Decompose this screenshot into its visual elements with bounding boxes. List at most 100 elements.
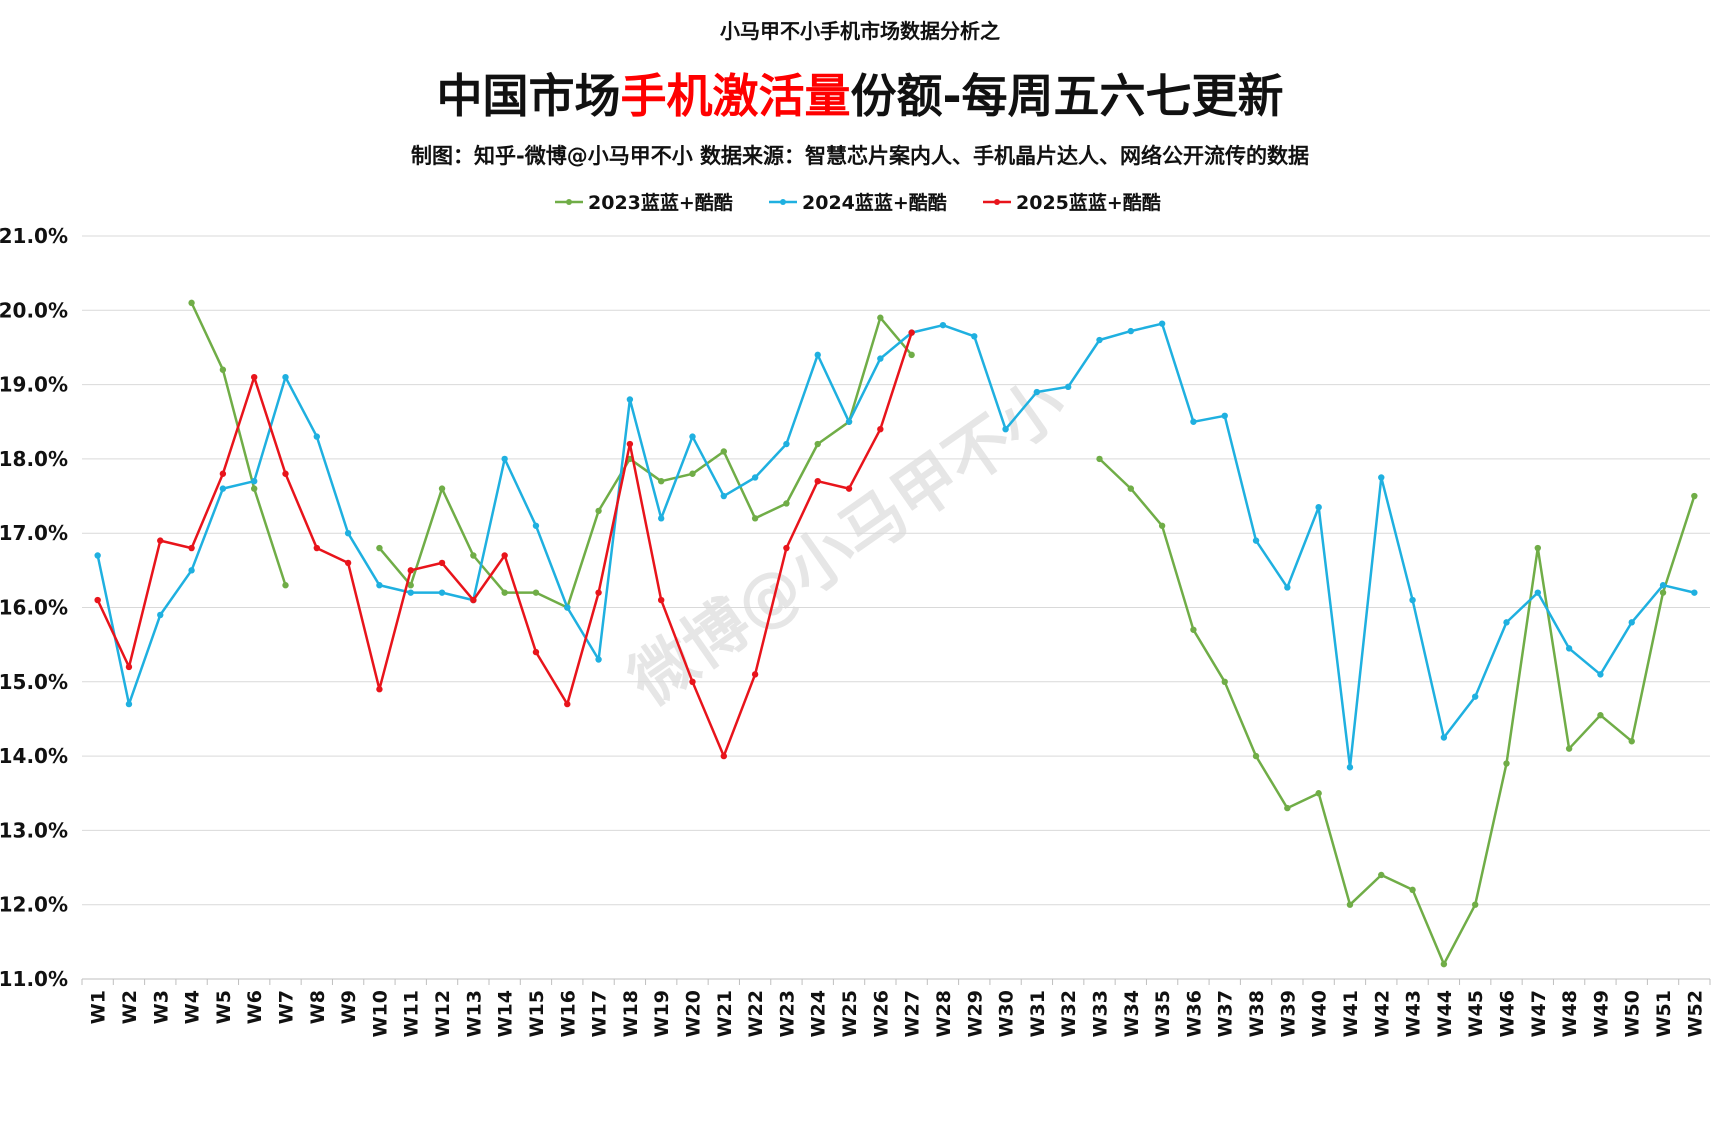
data-point [564, 604, 571, 611]
chart-title-part2: 份额-每周五六七更新 [850, 69, 1283, 123]
x-tick-label: W6 [244, 990, 266, 1024]
x-tick-label: W41 [1340, 990, 1362, 1037]
data-point [1158, 522, 1166, 529]
data-point [1127, 327, 1135, 335]
x-tick-label: W5 [213, 990, 235, 1024]
data-point [125, 700, 133, 708]
x-tick-label: W33 [1090, 990, 1112, 1037]
data-point [1565, 745, 1573, 752]
data-point [501, 455, 508, 463]
data-point [344, 559, 352, 567]
chart-title-highlight: 手机激活量 [620, 69, 850, 123]
data-point [250, 373, 258, 381]
data-point [1064, 383, 1072, 391]
data-point [1409, 596, 1416, 604]
x-tick-label: W22 [745, 990, 767, 1037]
data-point [626, 440, 634, 448]
data-point [1096, 336, 1103, 344]
data-point [720, 448, 728, 455]
data-point [1284, 804, 1291, 812]
data-point [877, 425, 884, 433]
data-point [564, 700, 571, 708]
y-axis: 21.0% 20.0% 19.0% 18.0% 17.0% 16.0% 15.0% 14.0%… [0, 224, 68, 991]
data-point [376, 686, 383, 693]
data-point [407, 589, 414, 596]
x-tick-label: W26 [870, 990, 892, 1037]
data-point [1628, 619, 1635, 626]
data-point [1691, 589, 1698, 596]
data-point [1471, 901, 1479, 908]
data-point [532, 522, 540, 529]
data-point [470, 596, 477, 604]
x-tick-label: W11 [401, 990, 423, 1037]
x-tick-label: W34 [1121, 990, 1143, 1037]
data-point [94, 596, 101, 604]
data-point [313, 544, 321, 552]
x-tick-label: W38 [1246, 990, 1268, 1037]
data-point [689, 678, 696, 685]
data-point [1346, 901, 1354, 908]
data-point [1628, 738, 1635, 745]
x-tick-label: W35 [1152, 990, 1174, 1037]
x-tick-label: W23 [776, 990, 798, 1037]
x-tick-label: W31 [1027, 990, 1049, 1037]
data-point [1158, 320, 1166, 327]
x-tick-label: W1 [88, 990, 110, 1024]
legend-label: 2024蓝蓝+酷酷 [802, 191, 947, 214]
data-point [1440, 960, 1448, 968]
legend: 2023蓝蓝+酷酷 2024蓝蓝+酷酷 2025蓝蓝+酷酷 [555, 191, 1161, 214]
data-point [595, 507, 602, 515]
data-point [814, 351, 821, 359]
series-line [190, 302, 287, 586]
data-point [908, 351, 915, 359]
x-tick-label: W20 [683, 990, 705, 1037]
data-point [1597, 712, 1604, 719]
data-point [908, 329, 915, 336]
y-tick-label: 20.0% [0, 298, 68, 322]
data-point [595, 589, 602, 596]
y-tick-label: 18.0% [0, 447, 68, 471]
y-tick-label: 11.0% [0, 967, 68, 991]
data-point [720, 492, 728, 500]
data-point [313, 433, 321, 440]
data-point [532, 589, 540, 596]
data-point [971, 333, 978, 340]
x-tick-label: W39 [1277, 990, 1299, 1037]
data-point [532, 648, 540, 656]
data-point [1534, 544, 1542, 552]
x-tick-label: W48 [1559, 990, 1581, 1037]
data-point [376, 582, 383, 589]
data-point [1033, 388, 1041, 396]
legend-marker [994, 199, 1000, 205]
y-tick-label: 14.0% [0, 744, 68, 768]
data-point [657, 515, 665, 522]
chart-subtitle: 制图：知乎-微博@小马甲不小 数据来源：智慧芯片案内人、手机晶片达人、网络公开流… [411, 144, 1309, 168]
series-line [96, 322, 1695, 769]
data-point [1190, 626, 1197, 633]
x-tick-label: W18 [620, 990, 642, 1037]
series-layer [94, 299, 1698, 968]
data-point [595, 656, 602, 663]
x-tick-label: W2 [119, 990, 141, 1024]
data-point [1096, 455, 1103, 463]
x-tick-label: W43 [1403, 990, 1425, 1037]
data-point [814, 477, 821, 485]
x-tick-label: W13 [463, 990, 485, 1037]
data-point [157, 537, 164, 544]
x-tick-label: W3 [150, 990, 172, 1024]
data-point [438, 589, 446, 596]
x-tick-label: W49 [1590, 990, 1612, 1037]
series-1 [188, 299, 1698, 968]
data-point [1597, 671, 1604, 678]
x-tick-label: W42 [1371, 990, 1393, 1037]
data-point [1503, 619, 1510, 626]
data-point [1440, 734, 1448, 741]
data-point [783, 500, 790, 507]
data-point [1471, 693, 1479, 700]
series-line [1098, 457, 1696, 966]
data-point [626, 396, 634, 403]
chart-title: 中国市场手机激活量份额-每周五六七更新 [436, 69, 1283, 123]
data-point [1565, 645, 1573, 652]
data-point [438, 485, 446, 492]
x-tick-label: W30 [996, 990, 1018, 1037]
